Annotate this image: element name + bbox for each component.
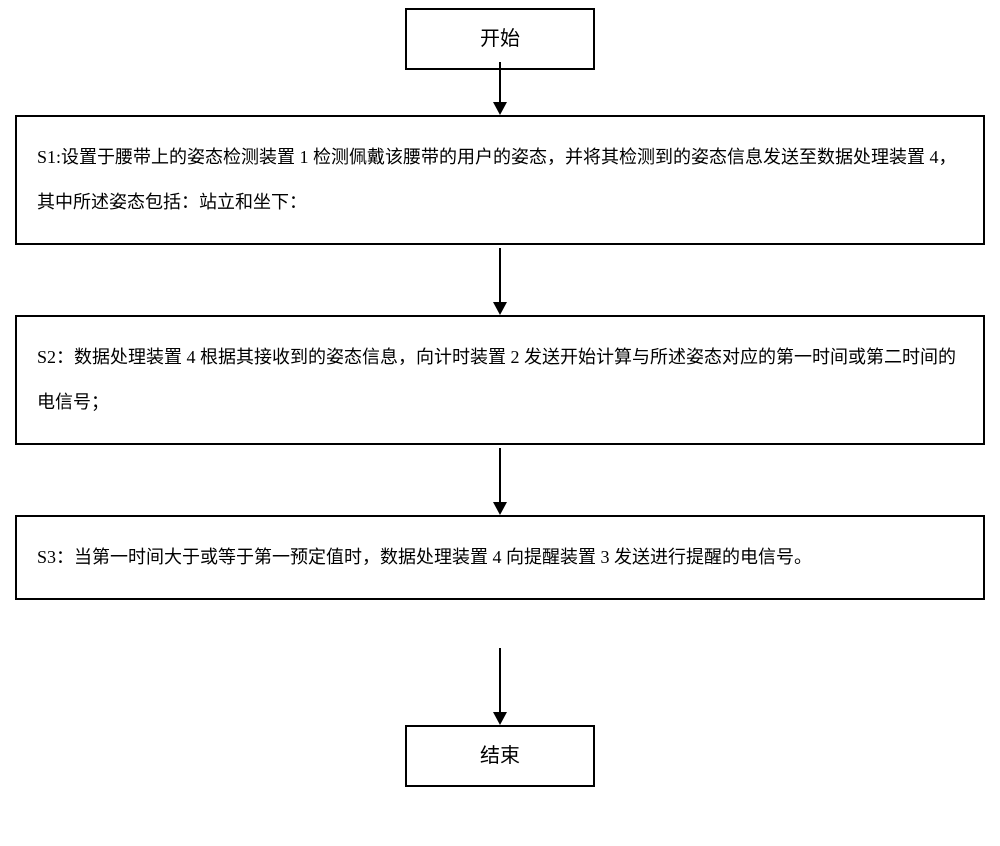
- arrow-s3-end: [490, 648, 510, 725]
- step-s2: S2：数据处理装置 4 根据其接收到的姿态信息，向计时装置 2 发送开始计算与所…: [15, 315, 985, 445]
- end-label: 结束: [480, 745, 520, 767]
- arrow-s2-s3: [490, 448, 510, 515]
- arrow-s1-s2: [490, 248, 510, 315]
- start-node: 开始: [405, 8, 595, 70]
- step-s1-label: S1:设置于腰带上的姿态检测装置 1 检测佩戴该腰带的用户的姿态，并将其检测到的…: [37, 147, 957, 212]
- step-s2-label: S2：数据处理装置 4 根据其接收到的姿态信息，向计时装置 2 发送开始计算与所…: [37, 347, 956, 412]
- start-label: 开始: [480, 28, 520, 50]
- arrow-start-s1: [490, 62, 510, 115]
- flowchart-container: 开始 S1:设置于腰带上的姿态检测装置 1 检测佩戴该腰带的用户的姿态，并将其检…: [0, 0, 1000, 846]
- step-s3-label: S3：当第一时间大于或等于第一预定值时，数据处理装置 4 向提醒装置 3 发送进…: [37, 547, 812, 567]
- step-s1: S1:设置于腰带上的姿态检测装置 1 检测佩戴该腰带的用户的姿态，并将其检测到的…: [15, 115, 985, 245]
- end-node: 结束: [405, 725, 595, 787]
- step-s3: S3：当第一时间大于或等于第一预定值时，数据处理装置 4 向提醒装置 3 发送进…: [15, 515, 985, 600]
